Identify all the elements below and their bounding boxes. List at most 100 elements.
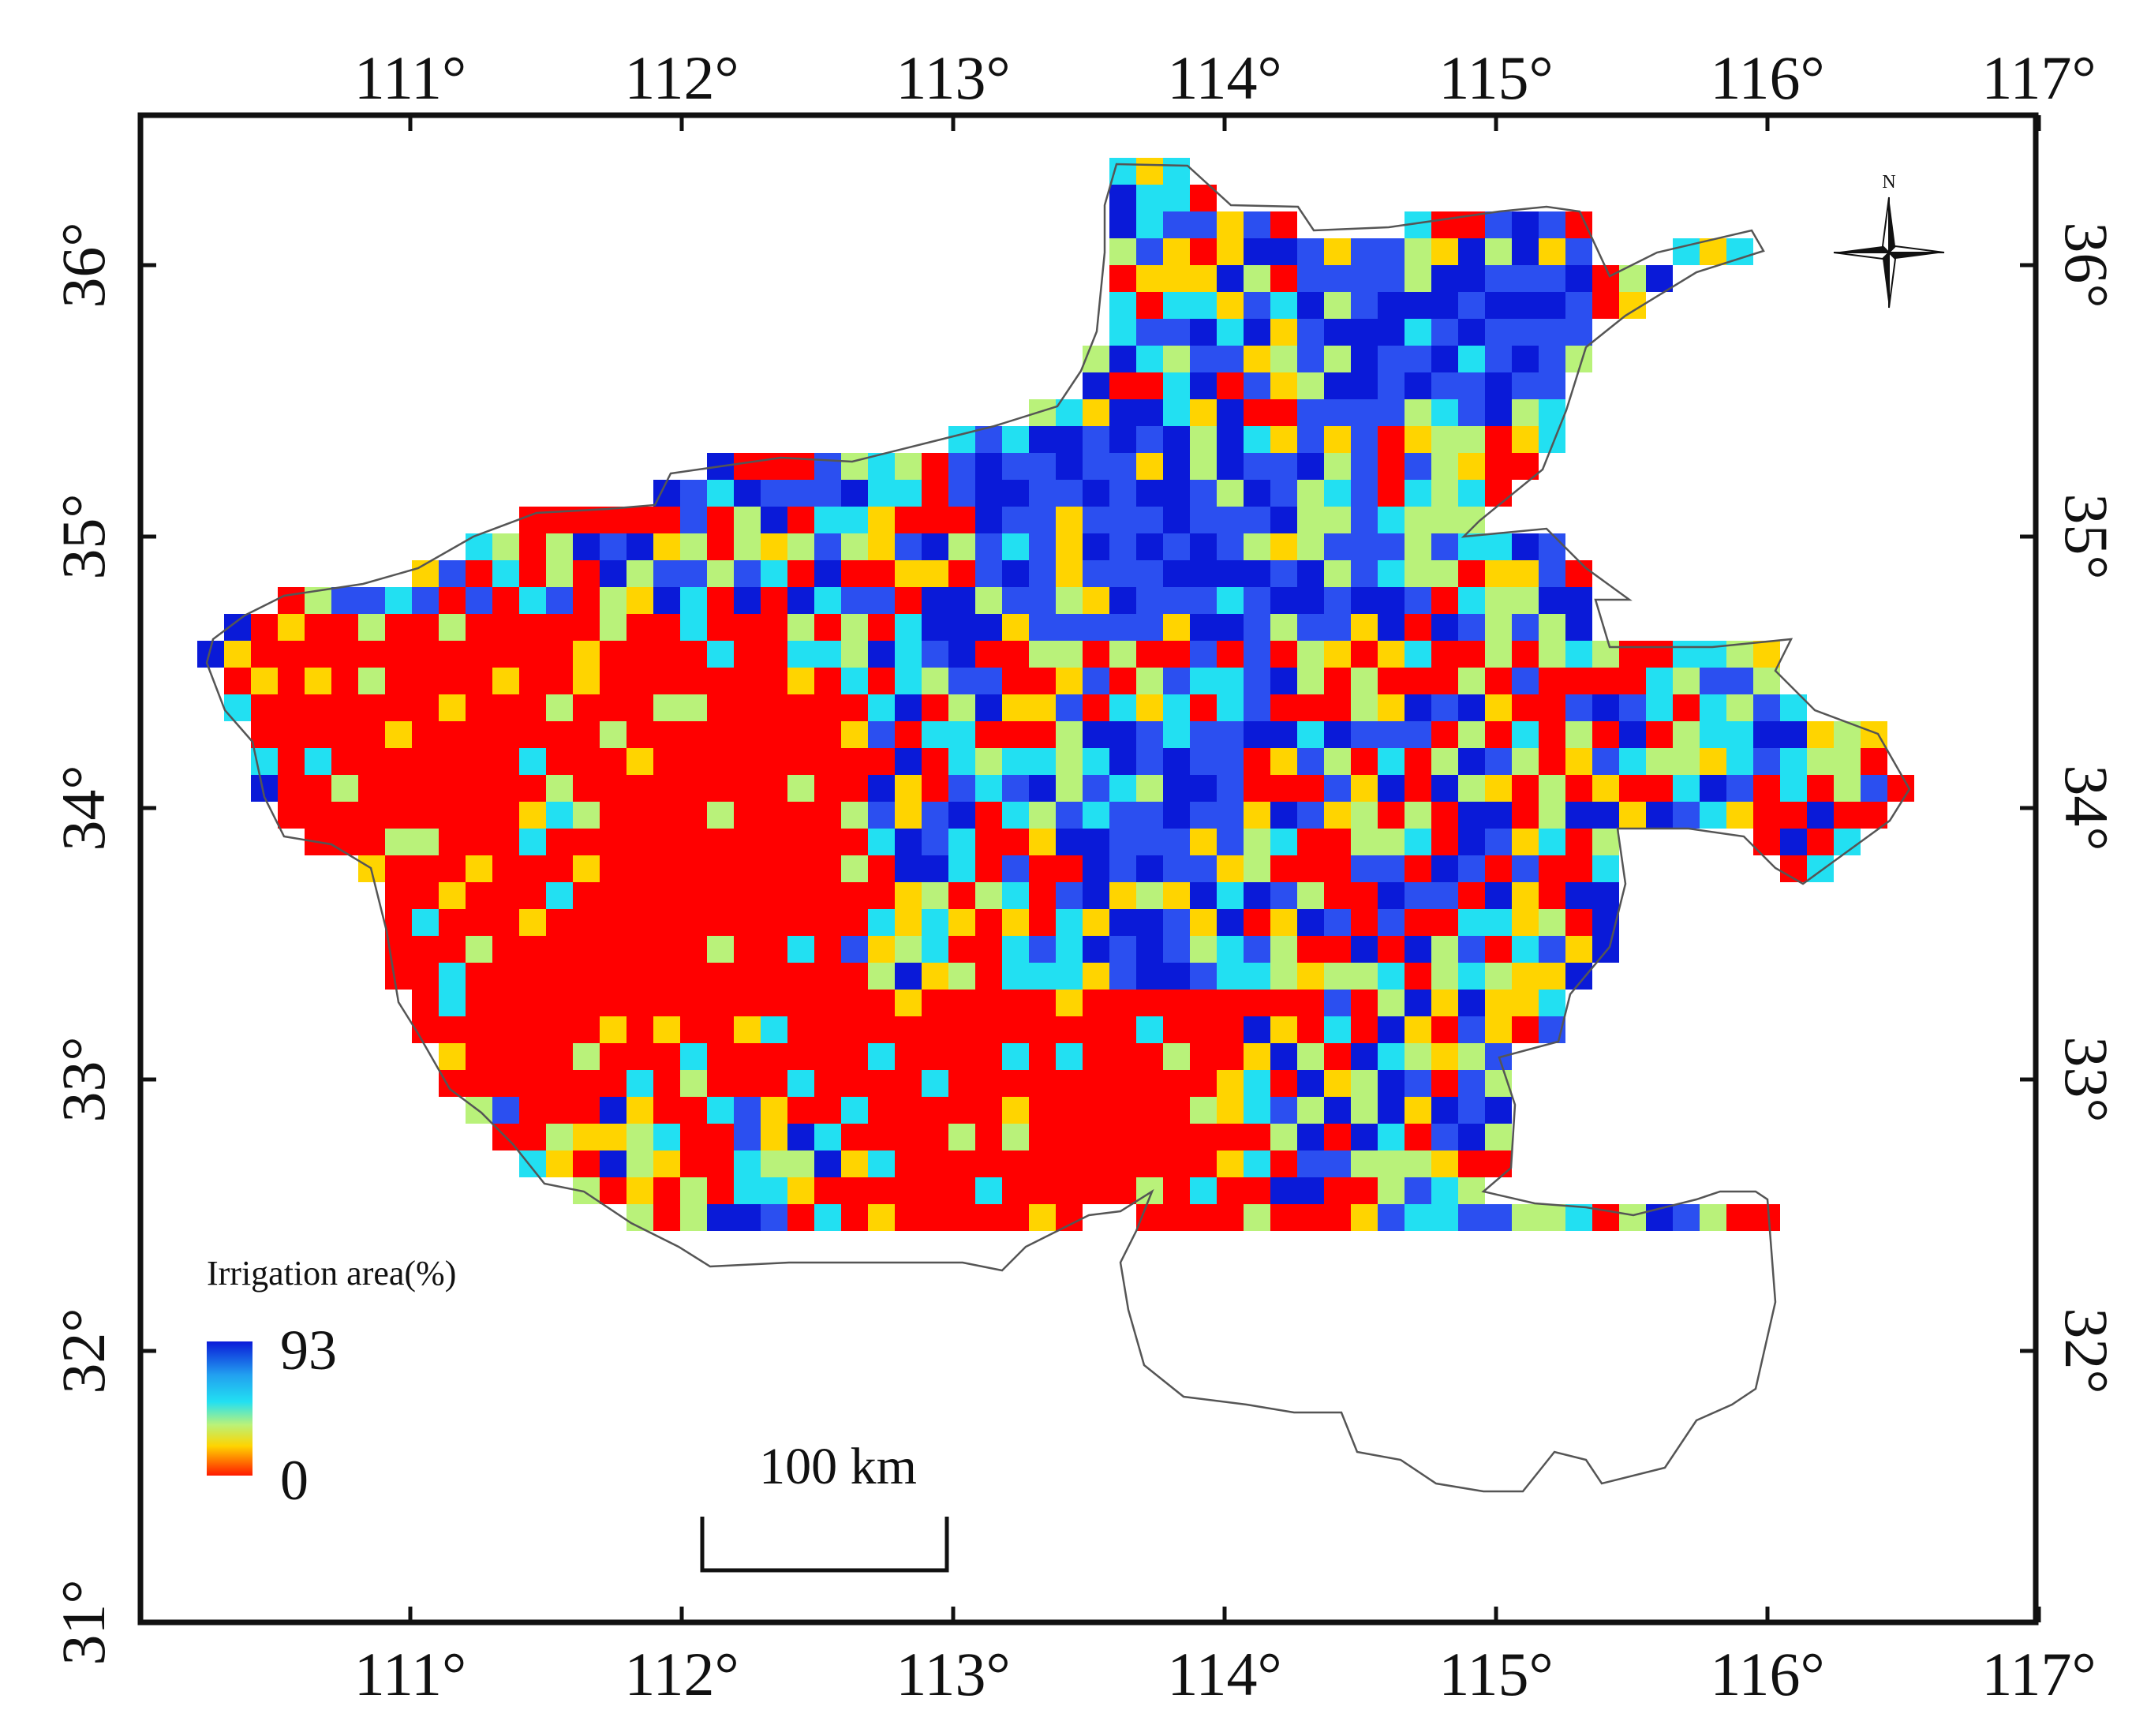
- raster-cell: [1485, 829, 1512, 855]
- raster-cell: [1136, 265, 1163, 292]
- raster-cell: [1083, 802, 1109, 829]
- raster-cell: [787, 587, 814, 614]
- raster-cell: [573, 882, 600, 909]
- raster-cell: [1324, 346, 1351, 372]
- raster-cell: [1217, 748, 1244, 775]
- raster-cell: [653, 990, 680, 1016]
- raster-cell: [1405, 829, 1431, 855]
- raster-cell: [1485, 1016, 1512, 1043]
- raster-cell: [1565, 748, 1592, 775]
- raster-cell: [439, 1043, 466, 1070]
- raster-cell: [1834, 802, 1861, 829]
- raster-cell: [761, 802, 787, 829]
- raster-cell: [1056, 587, 1083, 614]
- north-label: N: [1882, 172, 1895, 193]
- raster-cell: [1861, 775, 1887, 802]
- raster-cell: [841, 909, 868, 936]
- raster-cell: [1673, 721, 1700, 748]
- raster-cell: [1297, 668, 1324, 694]
- raster-cell: [1029, 480, 1056, 507]
- raster-cell: [1378, 1097, 1405, 1124]
- raster-cell: [975, 748, 1002, 775]
- raster-cell: [1512, 668, 1539, 694]
- raster-cell: [761, 560, 787, 587]
- raster-cell: [1190, 882, 1217, 909]
- raster-cell: [519, 882, 546, 909]
- raster-cell: [573, 963, 600, 990]
- raster-cell: [1324, 1016, 1351, 1043]
- raster-cell: [1324, 1124, 1351, 1150]
- raster-cell: [1163, 265, 1190, 292]
- raster-cell: [519, 775, 546, 802]
- raster-cell: [1056, 1070, 1083, 1097]
- raster-cell: [1565, 694, 1592, 721]
- raster-cell: [546, 1097, 573, 1124]
- raster-cell: [1646, 694, 1673, 721]
- raster-cell: [1163, 480, 1190, 507]
- raster-cell: [573, 775, 600, 802]
- raster-cell: [573, 1016, 600, 1043]
- raster-cell: [1700, 238, 1726, 265]
- raster-cell: [1190, 694, 1217, 721]
- raster-cell: [546, 882, 573, 909]
- raster-cell: [1351, 372, 1378, 399]
- raster-cell: [492, 882, 519, 909]
- raster-cell: [1405, 1177, 1431, 1204]
- raster-cell: [653, 963, 680, 990]
- raster-cell: [492, 829, 519, 855]
- raster-cell: [922, 560, 948, 587]
- raster-cell: [1485, 963, 1512, 990]
- raster-cell: [1217, 936, 1244, 963]
- raster-cell: [922, 1070, 948, 1097]
- raster-cell: [1136, 990, 1163, 1016]
- raster-cell: [1083, 1177, 1109, 1204]
- raster-cell: [1136, 775, 1163, 802]
- raster-cell: [546, 1043, 573, 1070]
- raster-cell: [814, 614, 841, 641]
- raster-cell: [492, 614, 519, 641]
- raster-cell: [1324, 909, 1351, 936]
- raster-cell: [546, 560, 573, 587]
- raster-cell: [1163, 1204, 1190, 1231]
- raster-cell: [1002, 990, 1029, 1016]
- raster-cell: [1056, 936, 1083, 963]
- raster-cell: [1431, 990, 1458, 1016]
- raster-cell: [734, 775, 761, 802]
- raster-cell: [1512, 292, 1539, 319]
- raster-cell: [600, 587, 627, 614]
- raster-cell: [1861, 748, 1887, 775]
- raster-cell: [385, 802, 412, 829]
- raster-cell: [1217, 238, 1244, 265]
- raster-cell: [1405, 560, 1431, 587]
- raster-cell: [1217, 1016, 1244, 1043]
- raster-cell: [1539, 265, 1565, 292]
- raster-cell: [814, 641, 841, 668]
- raster-cell: [1431, 211, 1458, 238]
- raster-cell: [761, 775, 787, 802]
- lat-tick-label-right-33: 33°: [2052, 1036, 2121, 1122]
- raster-cell: [1002, 1150, 1029, 1177]
- raster-cell: [895, 587, 922, 614]
- raster-cell: [1136, 533, 1163, 560]
- raster-cell: [385, 829, 412, 855]
- raster-cell: [868, 855, 895, 882]
- raster-cell: [492, 855, 519, 882]
- raster-cell: [1217, 990, 1244, 1016]
- raster-cell: [1780, 775, 1807, 802]
- raster-cell: [1002, 587, 1029, 614]
- raster-cell: [680, 963, 707, 990]
- raster-cell: [519, 587, 546, 614]
- raster-cell: [1405, 1070, 1431, 1097]
- raster-cell: [1458, 775, 1485, 802]
- raster-cell: [1405, 1097, 1431, 1124]
- raster-cell: [627, 1150, 653, 1177]
- raster-cell: [1485, 238, 1512, 265]
- raster-cell: [653, 668, 680, 694]
- raster-cell: [814, 775, 841, 802]
- raster-cell: [1324, 694, 1351, 721]
- raster-cell: [1163, 1070, 1190, 1097]
- raster-cell: [1163, 829, 1190, 855]
- raster-cell: [895, 1204, 922, 1231]
- raster-cell: [1378, 802, 1405, 829]
- raster-cell: [653, 1097, 680, 1124]
